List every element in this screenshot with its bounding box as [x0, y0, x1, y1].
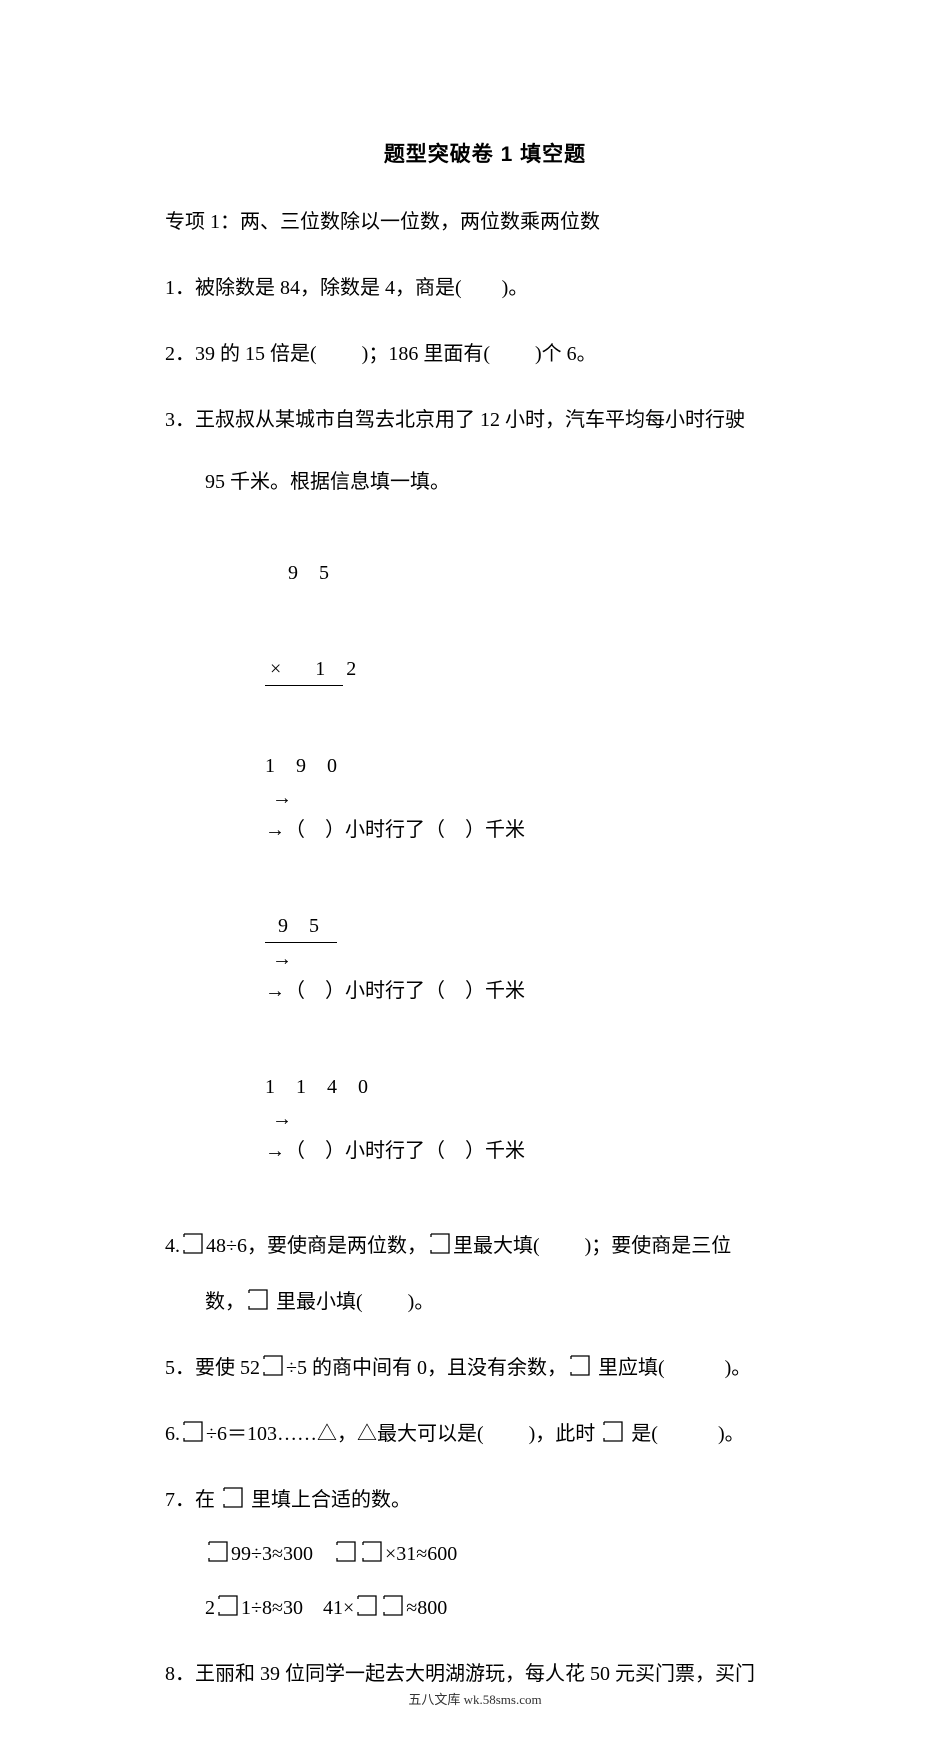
- section-label: 专项 1：两、三位数除以一位数，两位数乘两位数: [165, 203, 805, 241]
- calc-row-5: 1 1 4 0 → →（ ）小时行了（ ）千米: [225, 1039, 805, 1199]
- calc-row-3: 1 9 0 → →（ ）小时行了（ ）千米: [225, 718, 805, 878]
- q5-text-1: 5．要使 52: [165, 1357, 260, 1379]
- q3-multiplication: 9 5 × 1 2 1 9 0 → →（ ）小时行了（ ）千米 9 5 → →（…: [225, 525, 805, 1199]
- q4-text-1: 48÷6，要使商是两位数，: [206, 1235, 427, 1257]
- arrow-icon: →: [267, 782, 292, 814]
- blank-box-icon: [261, 1353, 285, 1377]
- calc-row-1: 9 5: [225, 525, 805, 621]
- q3-intro: 3．王叔叔从某城市自驾去北京用了 12 小时，汽车平均每小时行驶: [165, 401, 805, 439]
- calc-row-2: × 1 2: [225, 621, 805, 718]
- calc-desc-1: →（ ）小时行了（ ）千米: [265, 819, 525, 841]
- q7-intro-1: 7．在: [165, 1489, 220, 1511]
- question-1: 1．被除数是 84，除数是 4，商是( )。: [165, 269, 805, 307]
- q4-no: 4.: [165, 1235, 180, 1257]
- q4-text-3: 数，: [205, 1291, 245, 1313]
- blank-box-icon: [246, 1287, 270, 1311]
- q7-row-2: 2 1÷8≈30 41× ≈800: [205, 1589, 805, 1627]
- q3-cont: 95 千米。根据信息填一填。: [205, 463, 805, 501]
- blank-box-icon: [181, 1231, 205, 1255]
- q4-text-4: 里最小填( )。: [271, 1291, 434, 1313]
- blank-box-icon: [360, 1539, 384, 1563]
- q7-r2c: ≈800: [406, 1597, 447, 1619]
- blank-box-icon: [181, 1419, 205, 1443]
- blank-box-icon: [381, 1593, 405, 1617]
- q6-text-1: ÷6＝103……△，△最大可以是( )，此时: [206, 1423, 600, 1445]
- blank-box-icon: [428, 1231, 452, 1255]
- blank-box-icon: [221, 1485, 245, 1509]
- q6-text-2: 是( )。: [626, 1423, 744, 1445]
- q7-r1b: ×31≈600: [385, 1543, 457, 1565]
- calc-row-4: 9 5 → →（ ）小时行了（ ）千米: [225, 878, 805, 1039]
- q4-text-2: 里最大填( )；要使商是三位: [453, 1235, 731, 1257]
- page-title: 题型突破卷 1 填空题: [165, 135, 805, 175]
- question-6: 6. ÷6＝103……△，△最大可以是( )，此时 是( )。: [165, 1415, 805, 1453]
- question-8: 8．王丽和 39 位同学一起去大明湖游玩，每人花 50 元买门票，买门: [165, 1655, 805, 1693]
- page-footer: 五八文库 wk.58sms.com: [0, 1688, 950, 1713]
- question-4: 4. 48÷6，要使商是两位数， 里最大填( )；要使商是三位 数， 里最小填( )…: [165, 1227, 805, 1321]
- blank-box-icon: [334, 1539, 358, 1563]
- blank-box-icon: [206, 1539, 230, 1563]
- blank-box-icon: [568, 1353, 592, 1377]
- calc-desc-3: →（ ）小时行了（ ）千米: [265, 1140, 525, 1162]
- q7-r2a: 2: [205, 1597, 215, 1619]
- q7-row-1: 99÷3≈300 ×31≈600: [205, 1535, 805, 1573]
- blank-box-icon: [601, 1419, 625, 1443]
- arrow-icon: →: [267, 943, 292, 975]
- q7-r1a: 99÷3≈300: [231, 1543, 333, 1565]
- q6-no: 6.: [165, 1423, 180, 1445]
- question-3: 3．王叔叔从某城市自驾去北京用了 12 小时，汽车平均每小时行驶 95 千米。根…: [165, 401, 805, 1199]
- blank-box-icon: [355, 1593, 379, 1617]
- worksheet-page: 题型突破卷 1 填空题 专项 1：两、三位数除以一位数，两位数乘两位数 1．被除…: [0, 0, 950, 1753]
- question-5: 5．要使 52 ÷5 的商中间有 0，且没有余数， 里应填( )。: [165, 1349, 805, 1387]
- q7-r2b: 1÷8≈30 41×: [241, 1597, 354, 1619]
- q7-intro-2: 里填上合适的数。: [246, 1489, 411, 1511]
- q5-text-3: 里应填( )。: [593, 1357, 751, 1379]
- calc-desc-2: →（ ）小时行了（ ）千米: [265, 980, 525, 1002]
- arrow-icon: →: [267, 1103, 292, 1135]
- q4-line-2: 数， 里最小填( )。: [205, 1283, 805, 1321]
- blank-box-icon: [216, 1593, 240, 1617]
- q5-text-2: ÷5 的商中间有 0，且没有余数，: [286, 1357, 567, 1379]
- question-2: 2．39 的 15 倍是( )；186 里面有( )个 6。: [165, 335, 805, 373]
- question-7: 7．在 里填上合适的数。 99÷3≈300 ×31≈600 2 1÷8≈30 41…: [165, 1481, 805, 1627]
